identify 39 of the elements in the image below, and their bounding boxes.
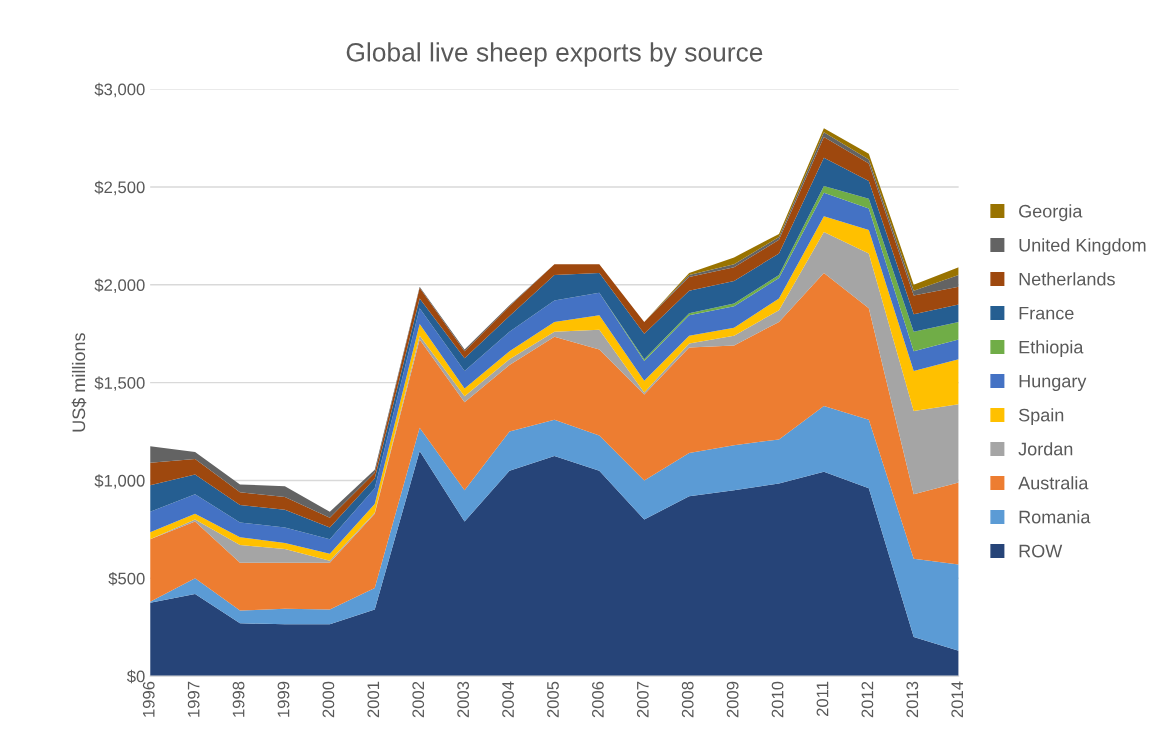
legend-label: Hungary <box>1019 374 1087 392</box>
x-tick-label: 2007 <box>636 681 649 718</box>
y-tick-label: $1,000 <box>94 474 145 489</box>
x-tick-label: 1997 <box>187 681 200 717</box>
x-tick-label: 2008 <box>681 681 694 718</box>
x-tick-label: 2013 <box>906 681 919 718</box>
x-tick-label: 2014 <box>951 681 964 718</box>
legend-label: Australia <box>1018 476 1089 490</box>
legend-label: Romania <box>1019 510 1091 524</box>
x-tick-label: 1996 <box>142 681 155 717</box>
legend-label: Ethiopia <box>1019 340 1084 358</box>
legend-label: Spain <box>1018 408 1064 426</box>
x-tick-label: 2009 <box>726 681 739 718</box>
x-tick-label: 2000 <box>322 681 335 718</box>
legend-label: United Kingdom <box>1019 238 1146 256</box>
legend-label: ROW <box>1019 544 1063 558</box>
x-tick-label: 1999 <box>277 681 290 717</box>
y-tick-label: $2,000 <box>94 278 145 293</box>
x-tick-label: 2011 <box>816 681 829 716</box>
y-tick-label: $500 <box>108 572 145 586</box>
y-tick-label: $1,500 <box>94 376 145 391</box>
x-tick-label: 2004 <box>502 681 514 718</box>
y-tick-label: $3,000 <box>94 82 145 98</box>
x-tick-label: 2012 <box>861 681 874 718</box>
x-tick-label: 2002 <box>412 681 425 718</box>
legend-label: Jordan <box>1018 442 1073 456</box>
x-tick-label: 2006 <box>591 681 604 718</box>
legend-label: Netherlands <box>1019 272 1115 286</box>
y-tick-label: $2,500 <box>94 180 145 196</box>
x-tick-label: 2005 <box>547 681 559 718</box>
legend-label: France <box>1019 306 1074 320</box>
y-tick-label: $0 <box>126 669 145 684</box>
x-tick-label: 2001 <box>367 681 380 718</box>
chart-title: Global live sheep exports by source <box>346 42 763 67</box>
x-tick-label: 1998 <box>232 681 245 717</box>
legend-label: Georgia <box>1019 204 1083 222</box>
x-tick-label: 2003 <box>457 681 470 718</box>
y-axis-title: US$ millions <box>71 333 87 432</box>
x-tick-label: 2010 <box>771 681 784 718</box>
